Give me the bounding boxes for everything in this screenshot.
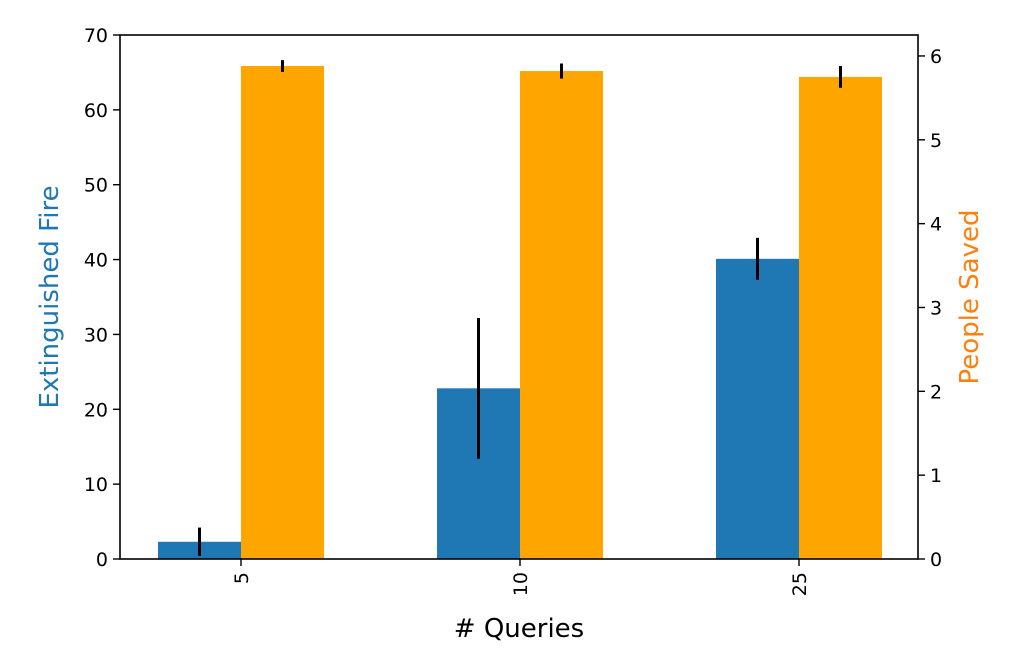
left-y-tick-label: 30 — [84, 324, 108, 346]
right-y-tick-label: 5 — [930, 130, 942, 152]
right-y-axis-label: People Saved — [955, 210, 985, 385]
left-y-tick-label: 50 — [84, 175, 108, 197]
left-y-tick-label: 20 — [84, 399, 108, 421]
right-y-tick-group: 0 1 2 3 4 5 6 — [918, 46, 942, 571]
bar-group — [158, 66, 882, 560]
x-axis-label: # Queries — [454, 614, 584, 644]
right-y-tick-label: 4 — [930, 214, 942, 236]
right-y-tick-label: 3 — [930, 297, 942, 319]
right-y-tick-label: 1 — [930, 465, 942, 487]
left-y-axis-label: Extinguished Fire — [35, 185, 65, 408]
left-y-tick-label: 0 — [96, 549, 108, 571]
right-y-tick-label: 2 — [930, 381, 942, 403]
x-tick-label: 10 — [510, 572, 532, 596]
left-y-tick-label: 70 — [84, 25, 108, 47]
people-saved-bar — [520, 71, 603, 559]
x-tick-label: 5 — [231, 572, 253, 584]
people-saved-bar — [799, 76, 882, 560]
right-y-tick-label: 0 — [930, 549, 942, 571]
left-y-tick-group: 0 10 20 30 40 50 60 70 — [84, 25, 120, 571]
x-tick-label: 25 — [789, 572, 811, 596]
errorbar-group — [198, 60, 842, 557]
people-saved-bar — [241, 66, 324, 559]
left-y-tick-label: 10 — [84, 474, 108, 496]
left-y-tick-label: 60 — [84, 100, 108, 122]
plot-frame — [119, 34, 919, 560]
left-y-tick-label: 40 — [84, 250, 108, 272]
right-y-tick-label: 6 — [930, 46, 942, 68]
extinguished-fire-bar — [716, 258, 799, 559]
x-tick-group: 5 10 25 — [231, 559, 811, 596]
